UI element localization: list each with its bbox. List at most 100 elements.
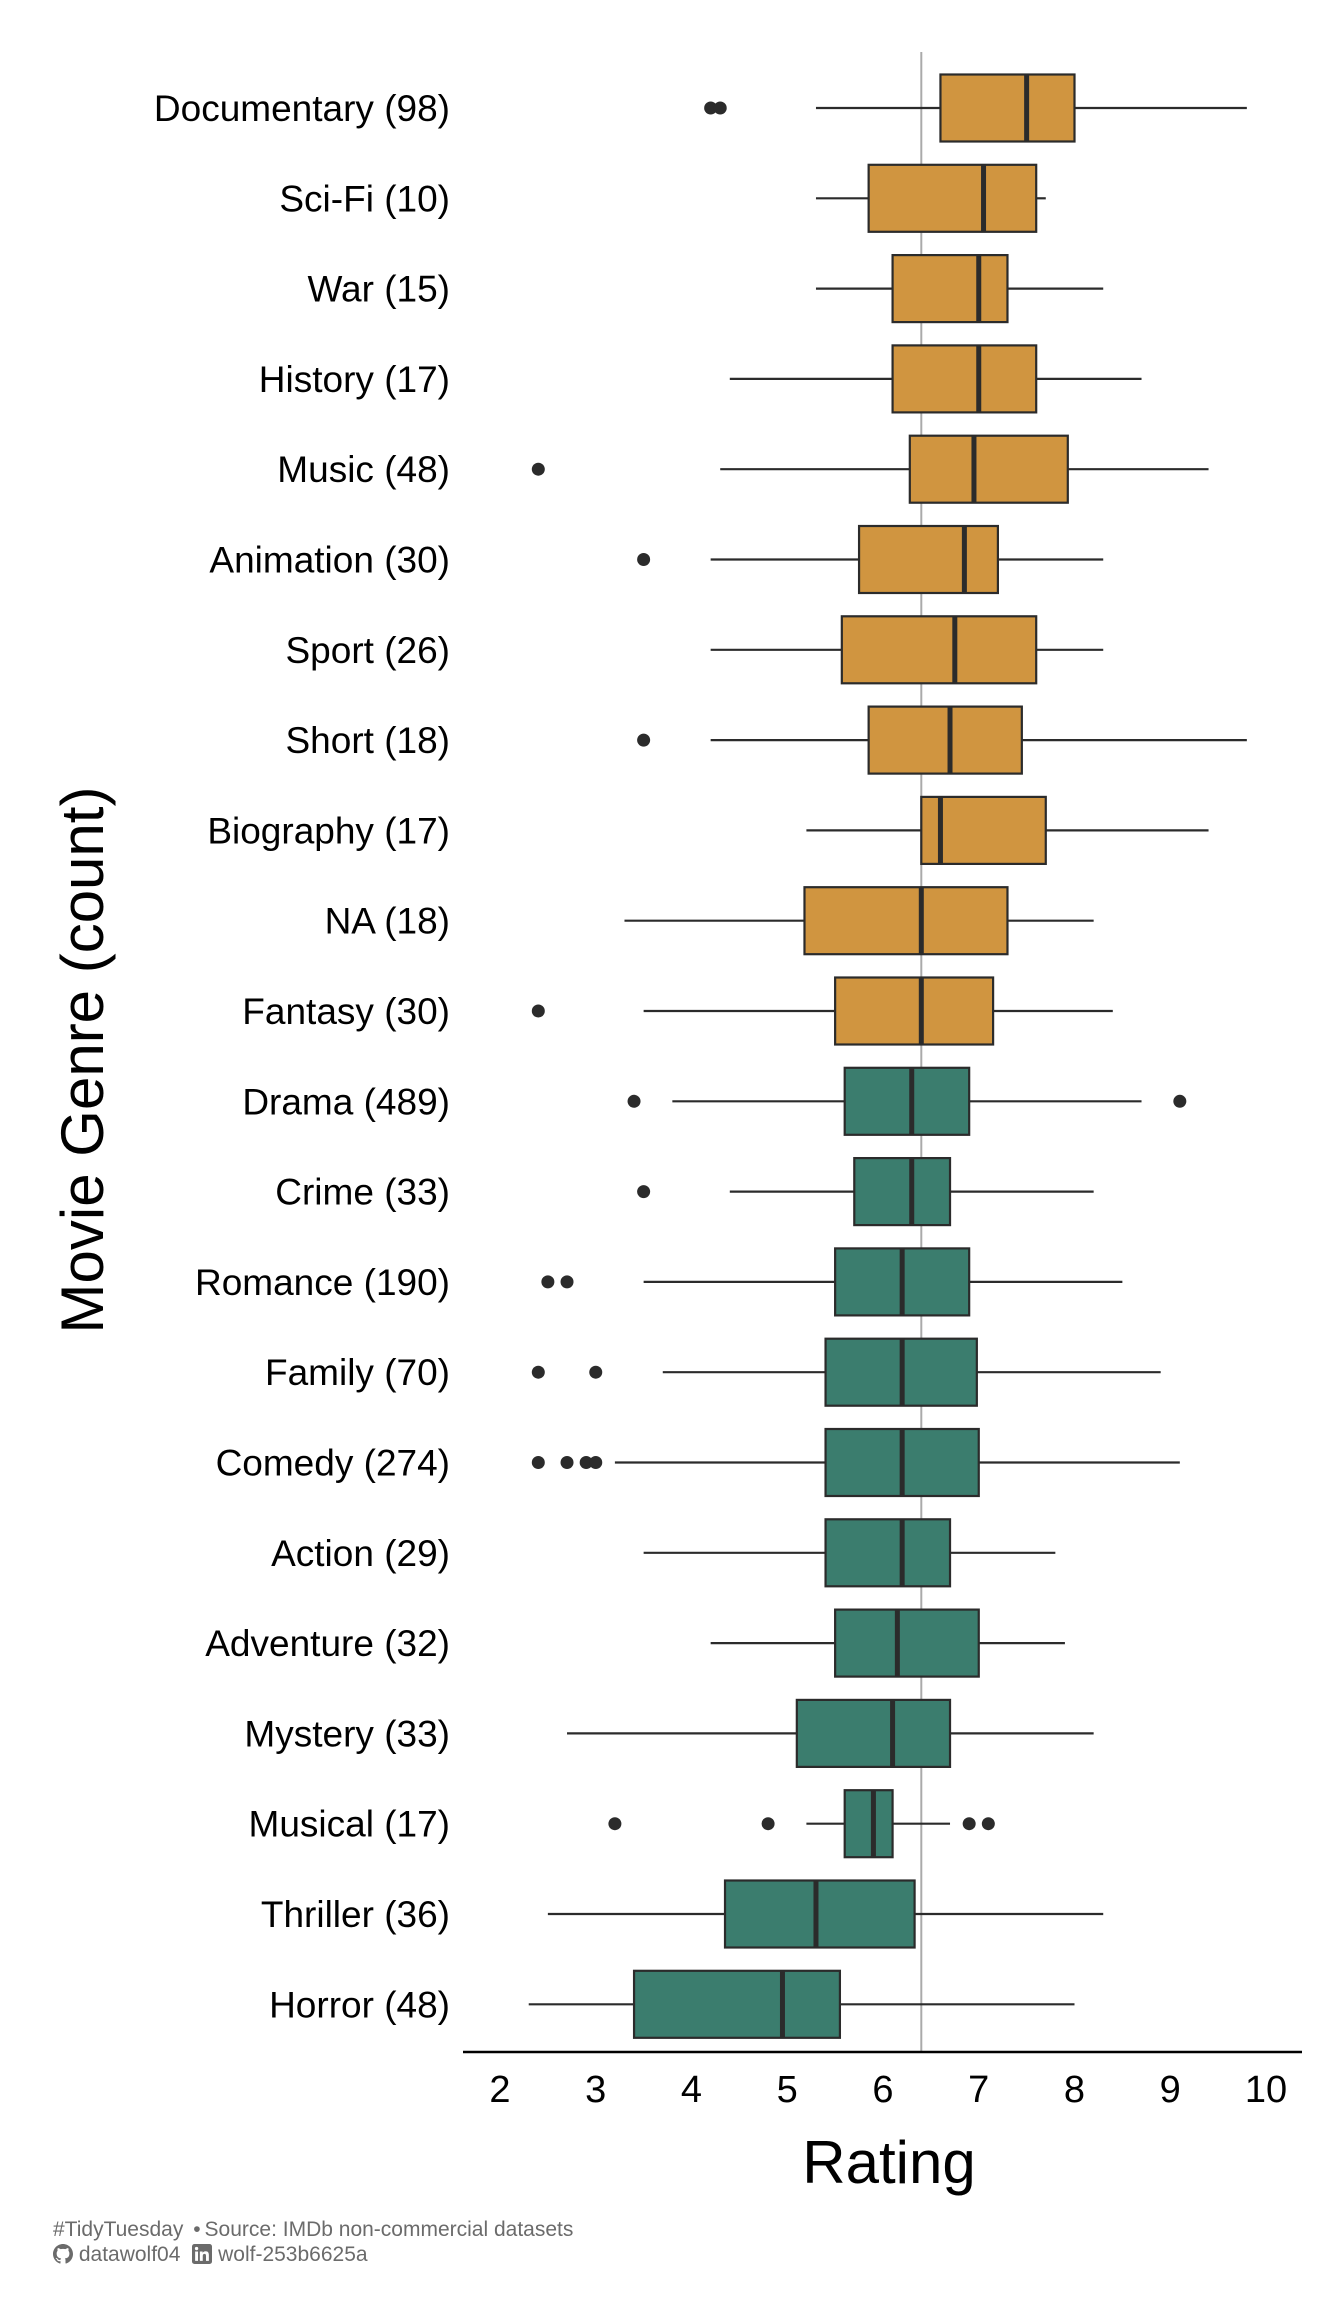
box-2 <box>815 254 1104 324</box>
outlier-point <box>560 1275 574 1289</box>
outlier-point <box>713 101 727 115</box>
box-5 <box>637 524 1104 595</box>
category-label: Sport (26) <box>285 630 450 671</box>
category-label: Biography (17) <box>207 810 450 851</box>
box-10 <box>531 976 1113 1046</box>
y-axis-title: Movie Genre (count) <box>49 787 116 1334</box>
outlier-point <box>637 1185 651 1199</box>
boxplot-chart: Documentary (98) Sci-Fi (10) War (15) Histo… <box>49 52 1302 2196</box>
iqr-box <box>908 434 1069 504</box>
box-21 <box>528 1969 1075 2039</box>
x-tick-label: 2 <box>489 2069 510 2111</box>
category-label: Adventure (32) <box>205 1623 450 1664</box>
box-4 <box>531 434 1209 504</box>
x-tick-label: 6 <box>872 2069 893 2111</box>
box-1 <box>815 163 1046 233</box>
iqr-box <box>891 344 1038 414</box>
iqr-box <box>891 254 1009 324</box>
outlier-point <box>962 1817 976 1831</box>
outlier-point <box>531 1365 545 1379</box>
iqr-box <box>834 976 995 1046</box>
category-label: Animation (30) <box>209 540 450 581</box>
outlier-point <box>579 1456 593 1469</box>
iqr-box <box>803 886 1009 956</box>
tidytuesday-tag: #TidyTuesday <box>53 2218 184 2241</box>
box-0 <box>704 73 1247 143</box>
box-3 <box>729 344 1142 414</box>
category-label: War (15) <box>307 269 450 310</box>
iqr-box <box>723 1879 916 1949</box>
github-icon <box>53 2243 73 2266</box>
category-label: Sci-Fi (10) <box>279 178 450 219</box>
category-label: Romance (190) <box>195 1262 450 1303</box>
iqr-box <box>939 73 1076 143</box>
outlier-point <box>761 1817 775 1831</box>
category-label: Drama (489) <box>242 1081 450 1122</box>
x-tick-label: 3 <box>585 2069 606 2111</box>
box-8 <box>806 795 1209 866</box>
category-label: Horror (48) <box>269 1984 450 2025</box>
x-tick-label: 8 <box>1064 2069 1085 2111</box>
category-label: Crime (33) <box>275 1172 450 1213</box>
x-tick-label: 5 <box>777 2069 798 2111</box>
outlier-point <box>531 1456 545 1469</box>
category-labels: Documentary (98) Sci-Fi (10) War (15) Histo… <box>154 88 450 2025</box>
category-label: Music (48) <box>277 449 450 490</box>
box-7 <box>637 705 1247 775</box>
github-username: datawolf04 <box>78 2243 181 2266</box>
linkedin-username: wolf-253b6625a <box>218 2243 368 2266</box>
x-tick-label: 9 <box>1160 2069 1181 2111</box>
box-6 <box>710 615 1104 685</box>
category-label: NA (18) <box>325 901 450 942</box>
boxes-layer <box>528 73 1247 2039</box>
outlier-point <box>981 1817 995 1831</box>
category-label: Documentary (98) <box>154 88 450 129</box>
iqr-box <box>632 1969 842 2039</box>
iqr-box <box>853 1156 952 1227</box>
source-text: Source: IMDb non-commercial datasets <box>204 2218 574 2241</box>
box-16 <box>643 1518 1056 1588</box>
box-9 <box>624 886 1094 956</box>
category-label: Family (70) <box>265 1352 450 1393</box>
footer-credits-line: datawolf04 wolf-253b6625a <box>53 2243 368 2267</box>
box-14 <box>531 1337 1161 1407</box>
iqr-box <box>867 705 1023 775</box>
footer-source-line: #TidyTuesday • Source: IMDb non-commercia… <box>53 2218 573 2242</box>
outlier-point <box>541 1275 555 1289</box>
x-axis-title: Rating <box>802 2129 975 2196</box>
category-label: Fantasy (30) <box>242 991 450 1032</box>
x-tick-label: 4 <box>681 2069 702 2111</box>
x-tick-label: 7 <box>968 2069 989 2111</box>
iqr-box <box>824 1518 952 1588</box>
category-label: History (17) <box>259 359 450 400</box>
outlier-point <box>531 462 545 476</box>
iqr-box <box>840 615 1038 685</box>
iqr-box <box>867 163 1038 233</box>
x-tick-label: 10 <box>1245 2069 1287 2111</box>
outlier-point <box>637 733 651 747</box>
category-label: Mystery (33) <box>244 1713 450 1754</box>
outlier-point <box>589 1365 603 1379</box>
outlier-point <box>627 1094 641 1108</box>
box-17 <box>710 1608 1065 1678</box>
iqr-box <box>834 1608 980 1678</box>
category-label: Short (18) <box>285 720 450 761</box>
category-label: Musical (17) <box>249 1804 451 1845</box>
separator-dot: • <box>193 2218 201 2241</box>
box-18 <box>567 1698 1094 1769</box>
outlier-point <box>1173 1094 1187 1108</box>
category-label: Comedy (274) <box>216 1443 450 1484</box>
iqr-box <box>857 524 999 595</box>
iqr-box <box>795 1698 952 1769</box>
x-axis: 2 3 4 5 6 7 8 9 10 <box>463 2050 1302 2111</box>
box-19 <box>608 1789 995 1859</box>
box-13 <box>541 1247 1123 1317</box>
outlier-point <box>589 1456 603 1469</box>
outlier-point <box>608 1817 622 1831</box>
box-20 <box>547 1879 1104 1949</box>
box-15 <box>531 1427 1180 1498</box>
iqr-box <box>843 1066 971 1136</box>
box-12 <box>637 1156 1094 1227</box>
outlier-point <box>704 101 718 115</box>
iqr-box <box>843 1789 894 1859</box>
